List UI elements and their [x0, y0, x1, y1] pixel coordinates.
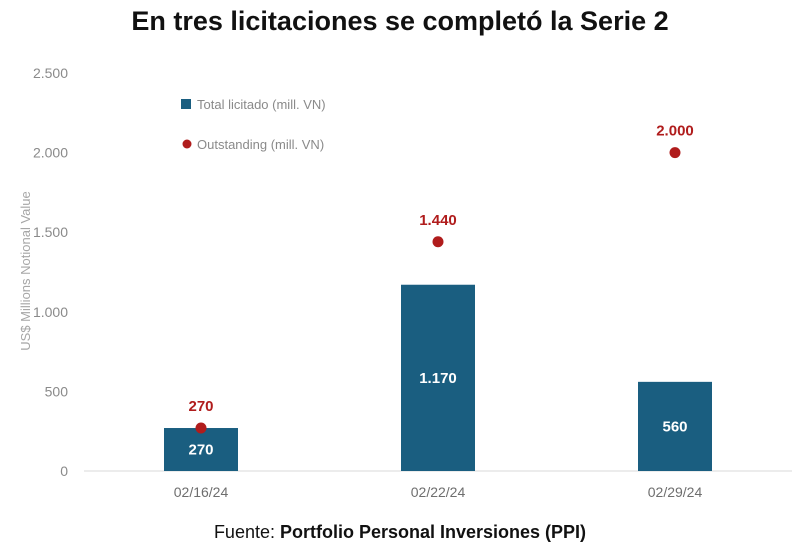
- outstanding-value-label: 270: [188, 398, 213, 415]
- outstanding-value-label: 2.000: [656, 123, 694, 140]
- bars-series: 270 1.170 560: [164, 284, 712, 471]
- outstanding-point: [669, 147, 681, 159]
- y-axis-label: US$ Millions Notional Value: [18, 191, 33, 350]
- x-tick-label: 02/16/24: [174, 484, 229, 500]
- bar: [401, 284, 475, 471]
- y-tick-label: 2.500: [33, 65, 68, 81]
- y-tick-label: 1.000: [33, 304, 68, 320]
- source-name: Portfolio Personal Inversiones (PPI): [279, 522, 587, 542]
- bar-value-label: 560: [662, 418, 687, 435]
- y-tick-label: 2.000: [33, 145, 68, 161]
- source-note: Fuente: Portfolio Personal Inversiones (…: [0, 522, 800, 543]
- y-axis-ticks: 0 500 1.000 1.500 2.000 2.500: [33, 65, 68, 479]
- bar-value-label: 270: [188, 442, 213, 459]
- legend-bar-swatch: [181, 99, 191, 109]
- x-tick-label: 02/22/24: [411, 484, 466, 500]
- outstanding-value-label: 1.440: [419, 212, 457, 229]
- legend-dot-swatch: [182, 139, 192, 149]
- x-tick-label: 02/29/24: [648, 484, 703, 500]
- outstanding-series: 270 1.440 2.000: [188, 123, 694, 434]
- x-axis-ticks: 02/16/24 02/22/24 02/29/24: [174, 484, 703, 500]
- y-tick-label: 1.500: [33, 224, 68, 240]
- y-tick-label: 0: [60, 463, 68, 479]
- bar-value-label: 1.170: [419, 370, 457, 387]
- outstanding-point: [195, 422, 207, 434]
- legend: Total licitado (mill. VN) Outstanding (m…: [181, 97, 326, 152]
- bar: [638, 381, 712, 471]
- y-tick-label: 500: [45, 383, 69, 399]
- source-prefix: Fuente:: [213, 522, 280, 542]
- outstanding-point: [432, 236, 444, 248]
- chart-title: En tres licitaciones se completó la Seri…: [131, 6, 669, 36]
- legend-dot-label: Outstanding (mill. VN): [197, 137, 324, 152]
- bar: [164, 428, 238, 471]
- legend-bar-label: Total licitado (mill. VN): [197, 97, 326, 112]
